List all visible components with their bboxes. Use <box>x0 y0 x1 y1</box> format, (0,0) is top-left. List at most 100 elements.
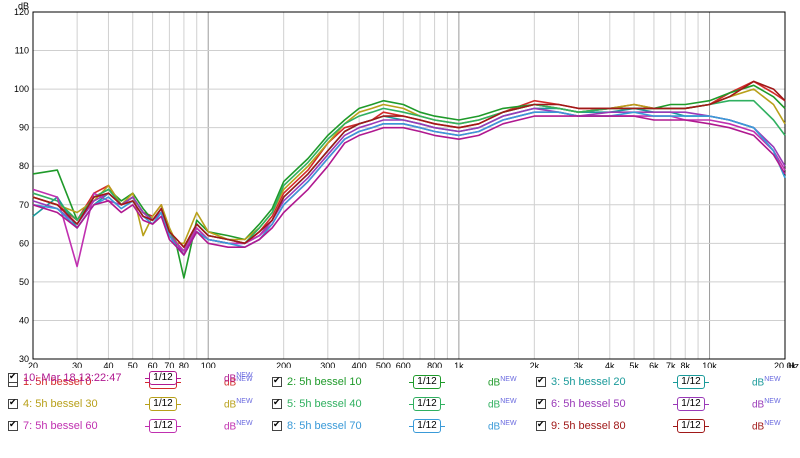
y-tick-label: 110 <box>15 46 29 56</box>
unit-text: dB <box>224 377 237 389</box>
x-tick-label: 8k <box>680 361 690 368</box>
trace-unit: dBNEW <box>488 376 517 388</box>
trace-label[interactable]: 3: 5h bessel 20 <box>551 376 626 388</box>
y-tick-label: 50 <box>19 277 29 287</box>
new-badge: NEW <box>764 398 781 405</box>
x-tick-label: 80 <box>179 361 189 368</box>
y-tick-labels: 30 40 50 60 70 80 90 100 110 120 <box>14 7 29 364</box>
trace-label[interactable]: 2: 5h bessel 10 <box>287 376 362 388</box>
trace-label[interactable]: 10: Mar 18 13:22:47 <box>23 372 122 384</box>
grid-lines <box>32 11 786 360</box>
x-tick-labels: 20 30 40 50 60 70 80 100 200 300 400 500 600 800 1k 2k 3… <box>28 361 797 368</box>
series-line <box>32 107 786 256</box>
unit-text: dB <box>752 377 765 389</box>
x-axis-unit: Hz <box>788 361 799 368</box>
trace-visible-checkbox[interactable] <box>272 397 282 409</box>
unit-text: dB <box>224 373 237 385</box>
plot-frame <box>32 11 786 360</box>
x-tick-label: 400 <box>352 361 367 368</box>
x-tick-label: 60 <box>148 361 158 368</box>
legend-panel: 1: 5h bessel 01/12dBNEW2: 5h bessel 101/… <box>0 368 800 458</box>
trace-unit: dBNEW <box>224 376 253 388</box>
trace-visible-checkbox[interactable] <box>8 397 18 409</box>
smoothing-button[interactable]: 1/12 <box>673 419 709 433</box>
legend-item: 7: 5h bessel 60 1/12 dBNEW <box>8 416 268 436</box>
legend-item: 5: 5h bessel 40 1/12 dBNEW <box>272 394 532 414</box>
new-badge: NEW <box>500 376 517 383</box>
trace-unit: dBNEW <box>224 398 253 410</box>
x-tick-label: 7k <box>666 361 676 368</box>
y-tick-label: 70 <box>19 200 29 210</box>
x-tick-label: 300 <box>320 361 335 368</box>
y-tick-label: 30 <box>19 354 29 364</box>
new-badge: NEW <box>764 420 781 427</box>
smoothing-button[interactable]: 1/12 <box>409 419 445 433</box>
x-tick-label: 6k <box>649 361 659 368</box>
trace-unit: dBNEW <box>224 420 253 432</box>
unit-text: dB <box>752 421 765 433</box>
x-tick-label: 10k <box>702 361 717 368</box>
series-line <box>32 107 786 256</box>
trace-visible-checkbox[interactable] <box>536 397 546 409</box>
x-tick-label: 500 <box>376 361 391 368</box>
y-axis-label: dB <box>18 1 29 11</box>
x-tick-label: 30 <box>72 361 82 368</box>
trace-label[interactable]: 9: 5h bessel 80 <box>551 420 626 432</box>
trace-label[interactable]: 5: 5h bessel 40 <box>287 398 362 410</box>
trace-visible-checkbox[interactable] <box>272 419 282 431</box>
unit-text: dB <box>224 399 237 411</box>
y-tick-label: 120 <box>14 7 29 17</box>
new-badge: NEW <box>236 372 253 379</box>
unit-text: dB <box>488 399 501 411</box>
y-tick-label: 100 <box>14 84 29 94</box>
y-tick-label: 90 <box>19 123 29 133</box>
trace-unit: dBNEW <box>752 398 781 410</box>
smoothing-button[interactable]: 1/12 <box>673 375 709 389</box>
trace-visible-checkbox[interactable] <box>272 375 282 387</box>
series-line <box>32 111 786 256</box>
smoothing-button[interactable]: 1/12 <box>409 397 445 411</box>
smoothing-button[interactable]: 1/12 <box>409 375 445 389</box>
x-tick-label: 1k <box>454 361 464 368</box>
legend-item: 8: 5h bessel 70 1/12 dBNEW <box>272 416 532 436</box>
smoothing-button[interactable]: 1/12 <box>145 371 181 385</box>
x-tick-label: 4k <box>605 361 615 368</box>
smoothing-button[interactable]: 1/12 <box>145 397 181 411</box>
unit-text: dB <box>488 377 501 389</box>
x-tick-label: 200 <box>276 361 291 368</box>
series-line <box>32 115 786 256</box>
trace-label[interactable]: 4: 5h bessel 30 <box>23 398 98 410</box>
trace-unit: dBNEW <box>224 372 253 384</box>
x-tick-label: 20 <box>28 361 38 368</box>
y-tick-label: 80 <box>19 161 29 171</box>
trace-visible-checkbox[interactable] <box>536 375 546 387</box>
new-badge: NEW <box>500 420 517 427</box>
x-tick-label: 100 <box>201 361 216 368</box>
legend-item: 3: 5h bessel 20 1/12 dBNEW <box>536 372 796 392</box>
unit-text: dB <box>488 421 501 433</box>
trace-visible-checkbox[interactable] <box>8 419 18 431</box>
new-badge: NEW <box>236 376 253 383</box>
smoothing-button[interactable]: 1/12 <box>673 397 709 411</box>
trace-label[interactable]: 6: 5h bessel 50 <box>551 398 626 410</box>
x-tick-label: 5k <box>629 361 639 368</box>
trace-unit: dBNEW <box>488 420 517 432</box>
trace-label[interactable]: 8: 5h bessel 70 <box>287 420 362 432</box>
legend-item: 10: Mar 18 13:22:47 1/12 dBNEW <box>8 368 268 388</box>
trace-label[interactable]: 1: 5h bessel 0 <box>23 376 92 388</box>
trace-visible-checkbox[interactable] <box>536 419 546 431</box>
legend-item: 4: 5h bessel 30 1/12 dBNEW <box>8 394 268 414</box>
trace-unit: dBNEW <box>752 420 781 432</box>
x-tick-label: 40 <box>103 361 113 368</box>
legend-item: 6: 5h bessel 50 1/12 dBNEW <box>536 394 796 414</box>
unit-text: dB <box>752 399 765 411</box>
smoothing-button[interactable]: 1/12 <box>145 419 181 433</box>
trace-visible-checkbox[interactable] <box>8 371 18 383</box>
new-badge: NEW <box>236 420 253 427</box>
series-lines <box>32 80 786 279</box>
x-tick-label: 2k <box>530 361 540 368</box>
unit-text: dB <box>224 421 237 433</box>
trace-label[interactable]: 7: 5h bessel 60 <box>23 420 98 432</box>
series-line <box>32 80 786 248</box>
